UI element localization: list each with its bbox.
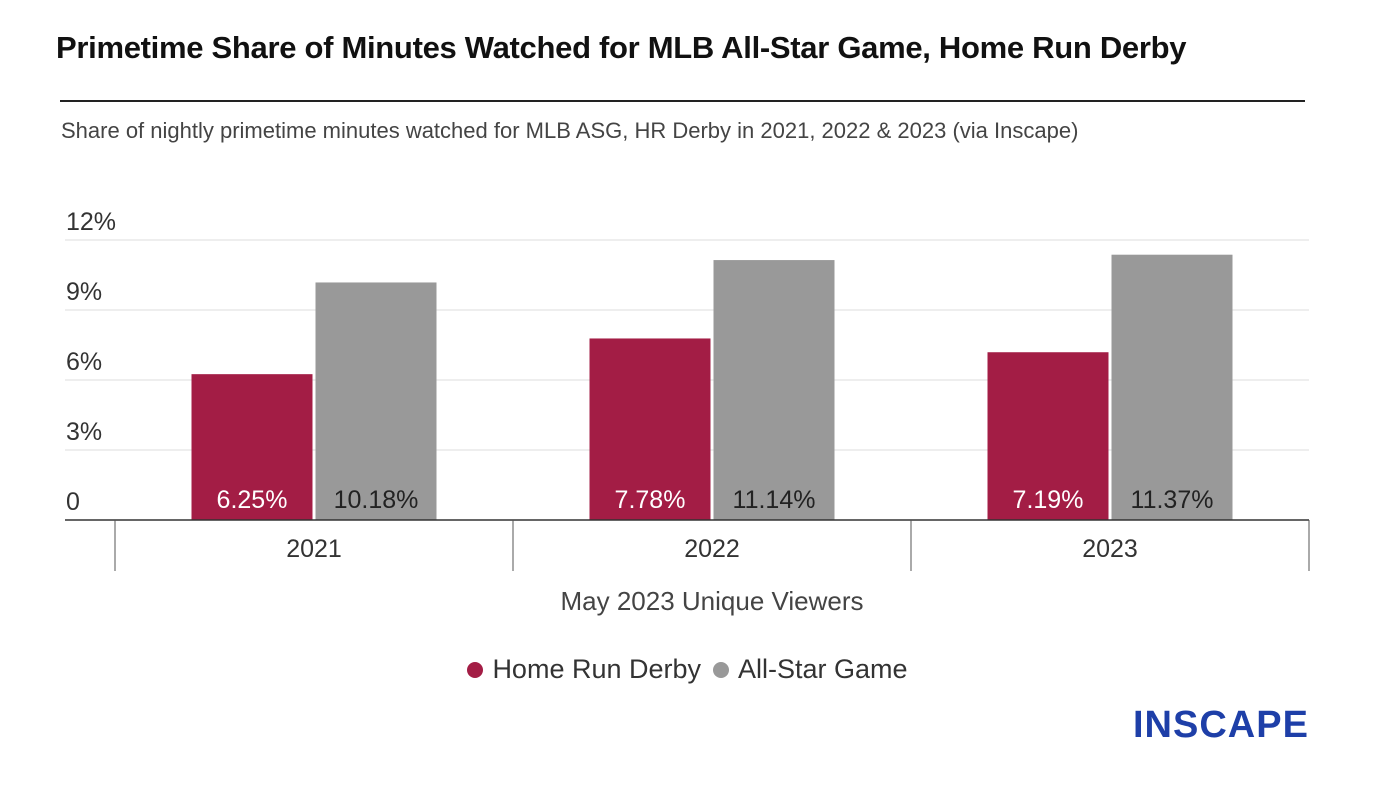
bars <box>191 254 1233 520</box>
data-label: 11.14% <box>733 486 816 514</box>
y-tick-label: 3% <box>66 418 102 446</box>
bar-all-star-game-2022[interactable] <box>713 260 835 520</box>
legend-swatch-home-run-derby <box>467 661 484 678</box>
bar-all-star-game-2021[interactable] <box>315 282 437 520</box>
y-tick-label: 12% <box>66 208 116 236</box>
data-label: 11.37% <box>1131 486 1214 514</box>
y-axis-ticks: 0 3% 6% 9% 12% <box>66 208 116 516</box>
data-labels: 6.25% 10.18% 7.78% 11.14% 7.19% 11.37% <box>217 486 1214 514</box>
data-label: 7.78% <box>615 486 686 514</box>
y-tick-label: 9% <box>66 278 102 306</box>
y-tick-label: 6% <box>66 348 102 376</box>
chart-title: Primetime Share of Minutes Watched for M… <box>56 30 1187 65</box>
x-axis: 2021 2022 2023 <box>65 519 1310 571</box>
legend-label-all-star-game: All-Star Game <box>738 654 908 684</box>
bar-home-run-derby-2023[interactable] <box>987 352 1109 520</box>
bar-all-star-game-2023[interactable] <box>1111 254 1233 520</box>
y-tick-label: 0 <box>66 488 80 516</box>
legend: Home Run Derby All-Star Game <box>0 654 1375 685</box>
bar-chart: 0 3% 6% 9% 12% 6.25% 10.18% 7.78% 11.14% 7.19% 11… <box>65 208 1310 616</box>
inscape-logo: INSCAPE <box>1133 704 1309 746</box>
x-axis-label: May 2023 Unique Viewers <box>560 586 863 616</box>
title-divider <box>60 100 1305 102</box>
legend-label-home-run-derby: Home Run Derby <box>492 654 702 684</box>
bar-home-run-derby-2021[interactable] <box>191 374 313 520</box>
chart-subtitle: Share of nightly primetime minutes watch… <box>61 118 1079 143</box>
category-label: 2021 <box>286 535 342 563</box>
legend-item-home-run-derby[interactable]: Home Run Derby <box>467 654 701 685</box>
data-label: 10.18% <box>334 486 419 514</box>
legend-item-all-star-game[interactable]: All-Star Game <box>713 654 908 685</box>
legend-swatch-all-star-game <box>713 661 730 678</box>
category-label: 2022 <box>684 535 740 563</box>
category-label: 2023 <box>1082 535 1138 563</box>
data-label: 6.25% <box>217 486 288 514</box>
data-label: 7.19% <box>1013 486 1084 514</box>
bar-home-run-derby-2022[interactable] <box>589 338 711 520</box>
